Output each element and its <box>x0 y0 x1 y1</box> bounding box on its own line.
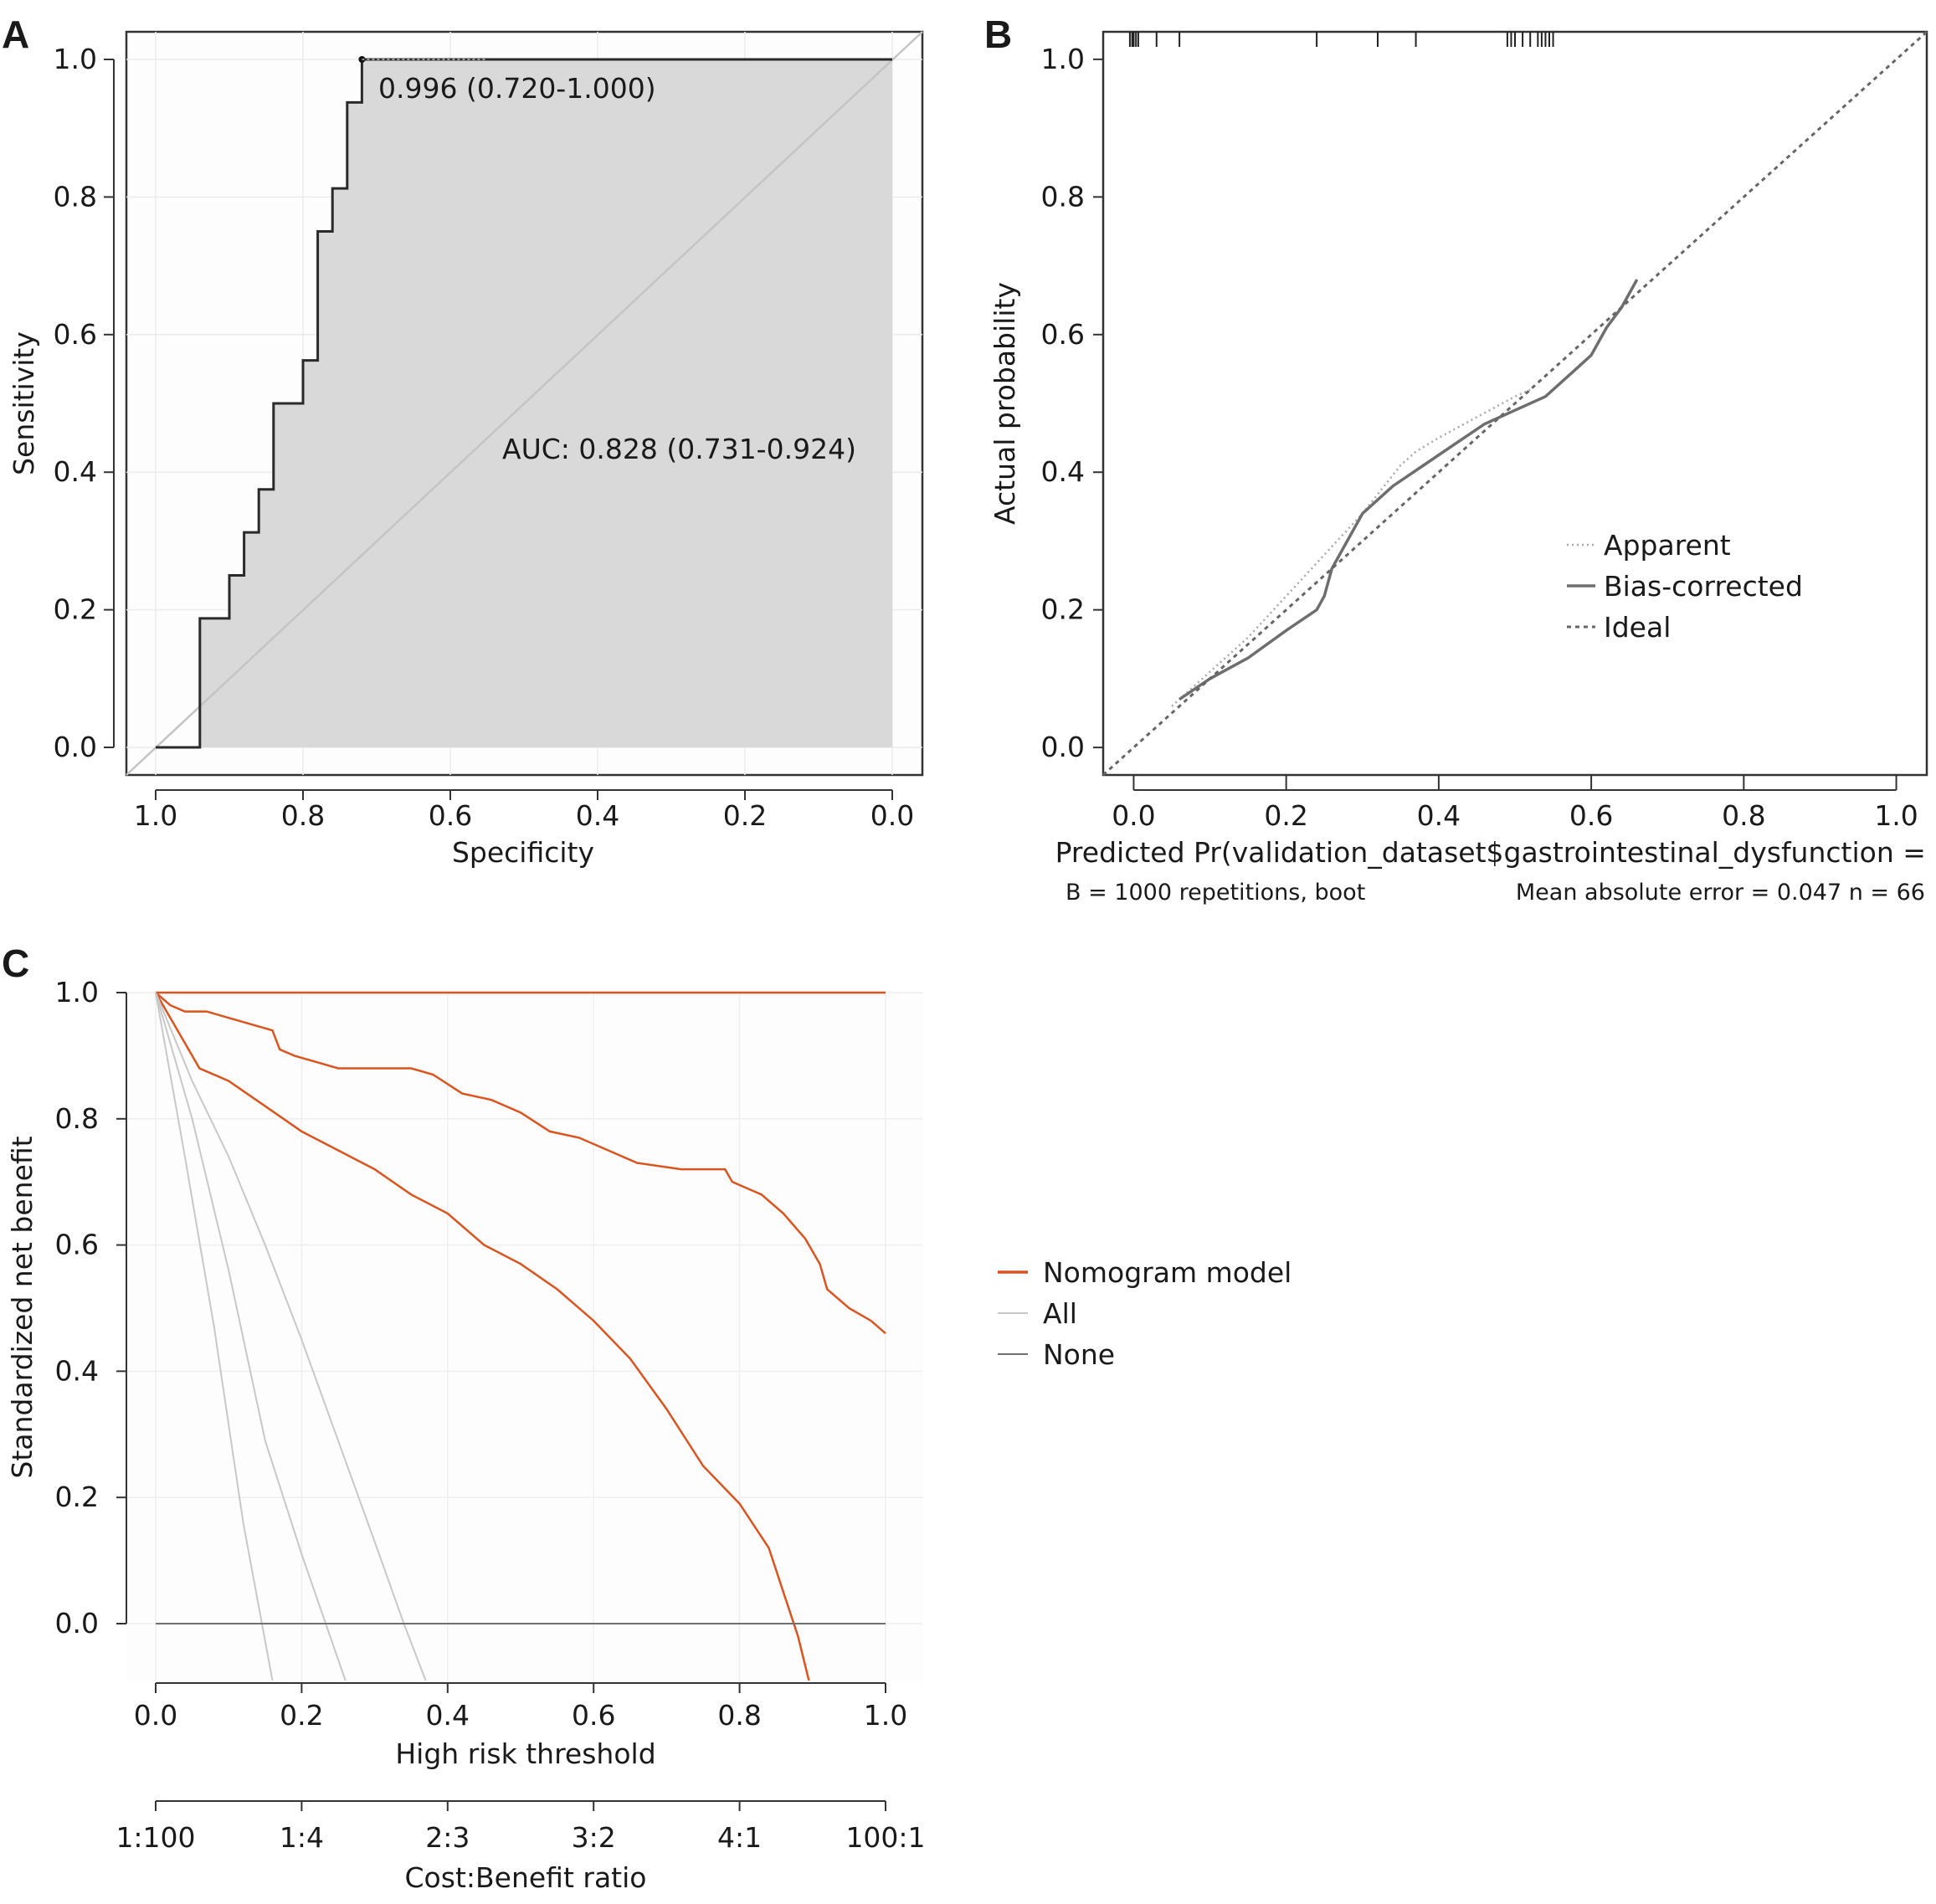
x-tick-label: 0.8 <box>281 799 325 832</box>
panel-a-y-axis-label: Sensitivity <box>8 331 40 475</box>
x-tick-label: 1.0 <box>1874 799 1918 832</box>
legend-label: None <box>1043 1338 1115 1371</box>
x-tick-label: 0.2 <box>280 1699 323 1732</box>
legend-label: All <box>1043 1297 1077 1330</box>
roc-curve-line <box>156 58 892 749</box>
x-tick-label: 0.8 <box>717 1699 761 1732</box>
series-nomogram-model-estimate-line <box>155 992 886 1335</box>
x-tick-label: 0.0 <box>870 799 914 832</box>
panel-c-y-axis-label: Standardized net benefit <box>6 1136 39 1478</box>
x-tick-label: 0.8 <box>1722 799 1765 832</box>
panel-b-footnote-right: Mean absolute error = 0.047 n = 66 <box>1516 880 1925 906</box>
panel-c-x-ticks: 0.0 0.2 0.4 0.6 0.8 1.0 <box>134 1682 907 1732</box>
x-tick-label: 0.2 <box>723 799 767 832</box>
y-tick-label: 1.0 <box>1041 43 1085 75</box>
series-all-prevalence-0-27-line <box>155 992 427 1681</box>
y-tick-label: 0.6 <box>1041 318 1085 351</box>
panel-b-y-ticks: 0.0 0.2 0.4 0.6 0.8 1.0 <box>1041 43 1103 763</box>
x-tick-label: 0.0 <box>134 1699 177 1732</box>
panel-b-y-axis-label: Actual probability <box>989 282 1021 525</box>
x-tick-label: 0.0 <box>1112 799 1155 832</box>
panel-b-series <box>1102 30 1928 777</box>
x-tick-label: 1.0 <box>134 799 177 832</box>
panel-b-x-axis-label: Predicted Pr(validation_dataset$gastroin… <box>1055 836 1936 869</box>
cost-benefit-tick-label: 100:1 <box>845 1821 925 1854</box>
panel-b-calibration-chart: B 0.0 0.2 0.4 0.6 0.8 1.0 0.00.20.40.60.81.0 … <box>984 13 1936 906</box>
x-tick-label: 0.4 <box>1417 799 1461 832</box>
y-tick-label: 0.2 <box>55 1481 99 1513</box>
panel-a-letter: A <box>2 13 29 56</box>
cost-benefit-tick-label: 2:3 <box>425 1821 470 1854</box>
legend-label: Ideal <box>1604 611 1671 644</box>
x-tick-label: 0.2 <box>1264 799 1307 832</box>
y-tick-label: 0.8 <box>55 1102 99 1135</box>
y-tick-label: 0.4 <box>55 1354 99 1387</box>
y-tick-label: 0.8 <box>1041 180 1085 213</box>
y-tick-label: 1.0 <box>54 43 97 75</box>
panel-c-cost-benefit-ticks: 1:100 1:4 2:3 3:2 4:1 100:1 <box>116 1800 926 1854</box>
x-tick-label: 0.4 <box>426 1699 470 1732</box>
series-nomogram-model-lower-ci-line <box>154 992 810 1681</box>
x-tick-label: 0.6 <box>572 1699 615 1732</box>
legend-label: Apparent <box>1604 529 1731 562</box>
y-tick-label: 0.0 <box>55 1607 99 1640</box>
x-tick-label: 1.0 <box>864 1699 907 1732</box>
panel-b-letter: B <box>984 13 1012 56</box>
panel-a-roc-curve <box>156 56 892 749</box>
series-apparent-line <box>1171 388 1531 707</box>
panel-b-footnote-left: B = 1000 repetitions, boot <box>1066 880 1365 906</box>
panel-b-x-ticks: 0.0 0.2 0.4 0.6 0.8 1.0 <box>1112 775 1918 832</box>
panel-c-x-axis-label: High risk threshold <box>395 1737 655 1770</box>
panel-c-plot-background <box>126 993 922 1683</box>
y-tick-label: 0.2 <box>1041 593 1085 626</box>
y-tick-label: 0.4 <box>54 455 97 488</box>
y-tick-label: 0.6 <box>55 1229 99 1261</box>
y-tick-label: 0.4 <box>1041 455 1085 488</box>
panel-a-x-ticks: 1.0 0.8 0.6 0.4 0.2 0.0 <box>134 789 914 832</box>
panel-a-threshold-annotation: 0.996 (0.720-1.000) <box>378 72 656 105</box>
panel-c-decision-curve: C 0.0 0.2 0.4 0.6 0.8 1.0 1:100 1:4 2:3 3:2 4:1 10… <box>2 942 1292 1894</box>
x-tick-label: 0.6 <box>429 799 472 832</box>
panel-c-series <box>154 991 886 1681</box>
cost-benefit-tick-label: 1:4 <box>280 1821 324 1854</box>
panel-b-legend: Apparent Bias-corrected Ideal <box>1567 529 1803 644</box>
cost-benefit-tick-label: 4:1 <box>717 1821 762 1854</box>
y-tick-label: 0.2 <box>54 593 97 626</box>
reference-diagonal <box>126 31 923 776</box>
panel-a-reference-diagonal <box>126 31 923 776</box>
panel-a-y-ticks: 0.0 0.2 0.4 0.6 0.8 1.0 <box>54 43 115 763</box>
series-ideal-line <box>1102 30 1928 777</box>
cost-benefit-tick-label: 1:100 <box>116 1821 195 1854</box>
panel-c-y-ticks: 0.0 0.2 0.4 0.6 0.8 1.0 <box>55 976 127 1640</box>
y-tick-label: 0.0 <box>1041 731 1085 763</box>
panel-a-x-axis-label: Specificity <box>452 836 594 869</box>
panel-a-roc-chart: A 1.0 0.8 0.6 0.4 0.2 0.0 0.00.20.40.60.81.0 … <box>2 13 924 869</box>
y-tick-label: 0.6 <box>54 318 97 351</box>
series-bias-corrected-line <box>1179 279 1639 701</box>
panel-c-legend: Nomogram model All None <box>998 1256 1292 1371</box>
series-all-prevalence-0-20-line <box>155 992 347 1681</box>
panel-c-cost-benefit-label: Cost:Benefit ratio <box>405 1861 647 1894</box>
series-all-prevalence-0-14-line <box>155 992 274 1681</box>
legend-label: Nomogram model <box>1043 1256 1292 1289</box>
x-tick-label: 0.4 <box>576 799 619 832</box>
cost-benefit-tick-label: 3:2 <box>572 1821 616 1854</box>
panel-c-letter: C <box>2 942 29 985</box>
y-tick-label: 1.0 <box>55 976 99 1008</box>
panel-a-auc-annotation: AUC: 0.828 (0.731-0.924) <box>502 433 856 465</box>
x-tick-label: 0.6 <box>1569 799 1613 832</box>
panel-b-rug <box>1128 32 1554 47</box>
legend-label: Bias-corrected <box>1604 570 1803 603</box>
y-tick-label: 0.8 <box>54 180 97 213</box>
y-tick-label: 0.0 <box>54 731 97 763</box>
